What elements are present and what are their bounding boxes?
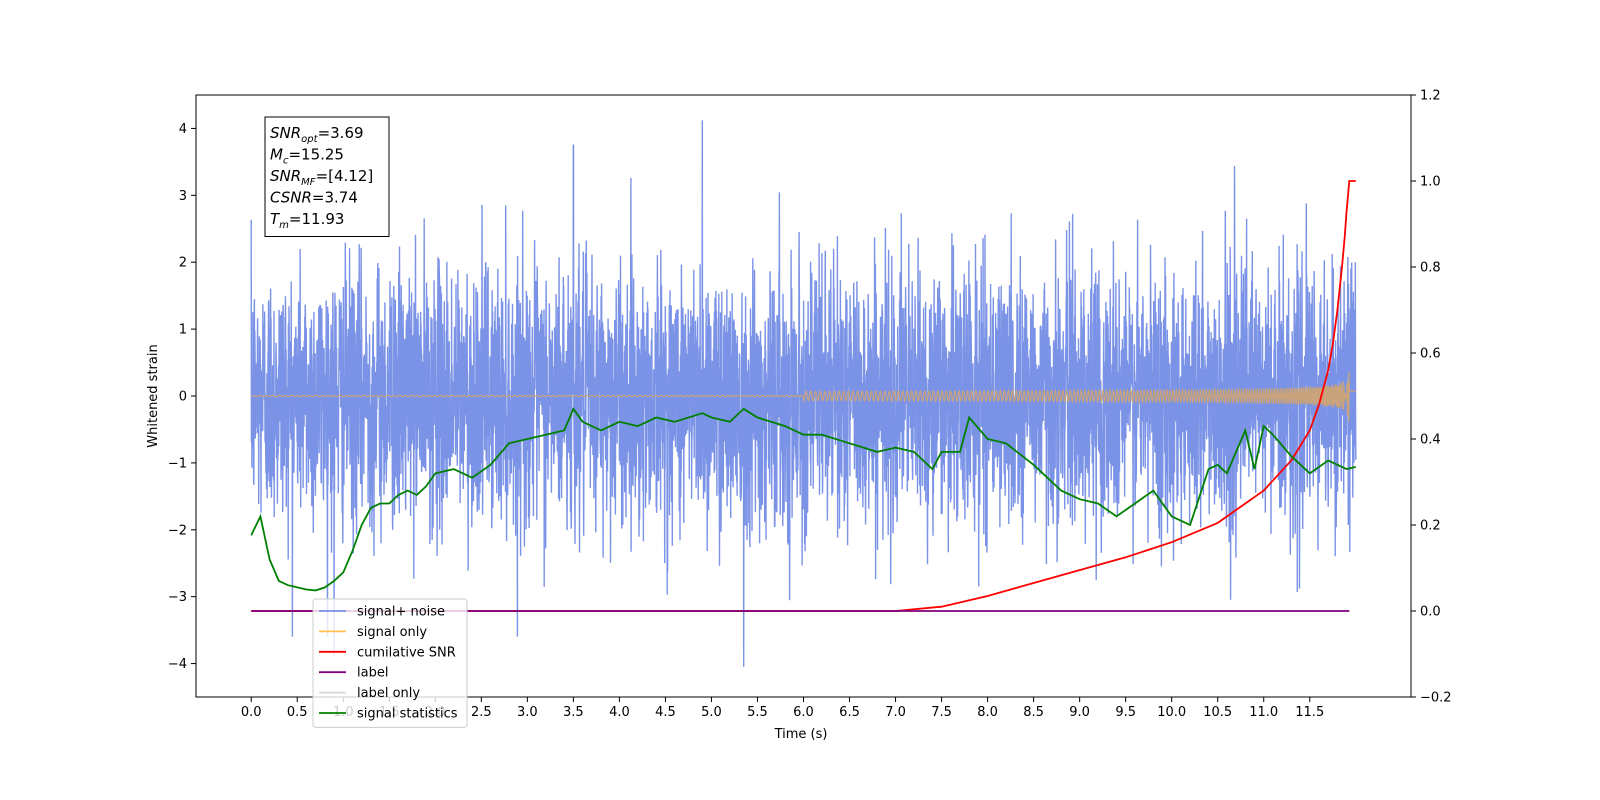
y-axis-label: Whitened strain <box>146 344 161 447</box>
series-line-5 <box>250 407 1357 592</box>
y2-tick-label: 0.4 <box>1420 433 1441 448</box>
x-axis-label: Time (s) <box>774 727 828 742</box>
y-tick-label: 2 <box>179 256 187 271</box>
signal-noise-series <box>250 120 1357 667</box>
x-tick-label: 3.0 <box>517 705 538 720</box>
series-line-2 <box>251 180 1356 612</box>
signal-only-series <box>251 371 1356 422</box>
x-tick-label: 7.0 <box>885 705 906 720</box>
x-tick-label: 11.0 <box>1249 705 1278 720</box>
signal-only-line <box>251 371 1356 422</box>
y-tick-label: 1 <box>179 323 187 338</box>
y-tick-label: −2 <box>168 523 187 538</box>
x-tick-label: 3.5 <box>563 705 584 720</box>
y2-tick-label: 0.2 <box>1420 519 1441 534</box>
y2-tick-label: 1.0 <box>1420 175 1441 190</box>
x-tick-label: 4.5 <box>655 705 676 720</box>
y-tick-label: 0 <box>179 390 187 405</box>
annotation-line: SNRopt=3.69 <box>270 124 364 145</box>
x-tick-label: 5.5 <box>747 705 768 720</box>
annotation-line: CSNR=3.74 <box>270 189 358 207</box>
legend-frame <box>312 598 468 728</box>
x-tick-label: 8.0 <box>977 705 998 720</box>
y2-tick-label: 0.0 <box>1420 605 1441 620</box>
legend: signal+ noise signal only cumilative SNR la… <box>312 598 468 728</box>
x-tick-label: 11.5 <box>1295 705 1324 720</box>
legend-entry: signal only <box>357 625 427 640</box>
legend-entry: signal+ noise <box>357 605 445 620</box>
legend-entry: cumilative SNR <box>357 645 456 660</box>
x-tick-label: 6.0 <box>793 705 814 720</box>
legend-entry: label only <box>357 686 420 701</box>
y-tick-label: −4 <box>168 657 187 672</box>
x-tick-label: 5.0 <box>701 705 722 720</box>
y2-tick-label: −0.2 <box>1420 691 1452 706</box>
x-tick-label: 9.5 <box>1115 705 1136 720</box>
x-tick-label: 9.0 <box>1069 705 1090 720</box>
x-tick-label: 0.5 <box>287 705 308 720</box>
annotation-box: SNRopt=3.69Mc=15.25SNRMF=[4.12]CSNR=3.74… <box>264 116 390 237</box>
x-tick-label: 7.5 <box>931 705 952 720</box>
x-tick-label: 4.0 <box>609 705 630 720</box>
legend-entry: label <box>357 666 388 681</box>
y2-tick-label: 0.8 <box>1420 261 1441 276</box>
y-tick-label: 3 <box>179 189 187 204</box>
y-tick-label: −3 <box>168 590 187 605</box>
y-tick-label: −1 <box>168 456 187 471</box>
x-tick-label: 10.0 <box>1157 705 1186 720</box>
annotation-line: SNRMF=[4.12] <box>270 167 373 188</box>
x-tick-label: 0.0 <box>241 705 262 720</box>
y2-tick-label: 0.6 <box>1420 347 1441 362</box>
legend-entry: signal statistics <box>357 707 458 722</box>
y-tick-label: 4 <box>179 122 187 137</box>
annotation-line: Tm=11.93 <box>270 210 344 231</box>
y2-tick-label: 1.2 <box>1420 89 1441 104</box>
annotation-line: Mc=15.25 <box>270 146 344 167</box>
annotation-frame <box>264 116 390 237</box>
x-tick-label: 6.5 <box>839 705 860 720</box>
signal-noise-line <box>250 120 1357 667</box>
x-tick-label: 2.5 <box>471 705 492 720</box>
x-tick-label: 10.5 <box>1203 705 1232 720</box>
x-tick-label: 8.5 <box>1023 705 1044 720</box>
